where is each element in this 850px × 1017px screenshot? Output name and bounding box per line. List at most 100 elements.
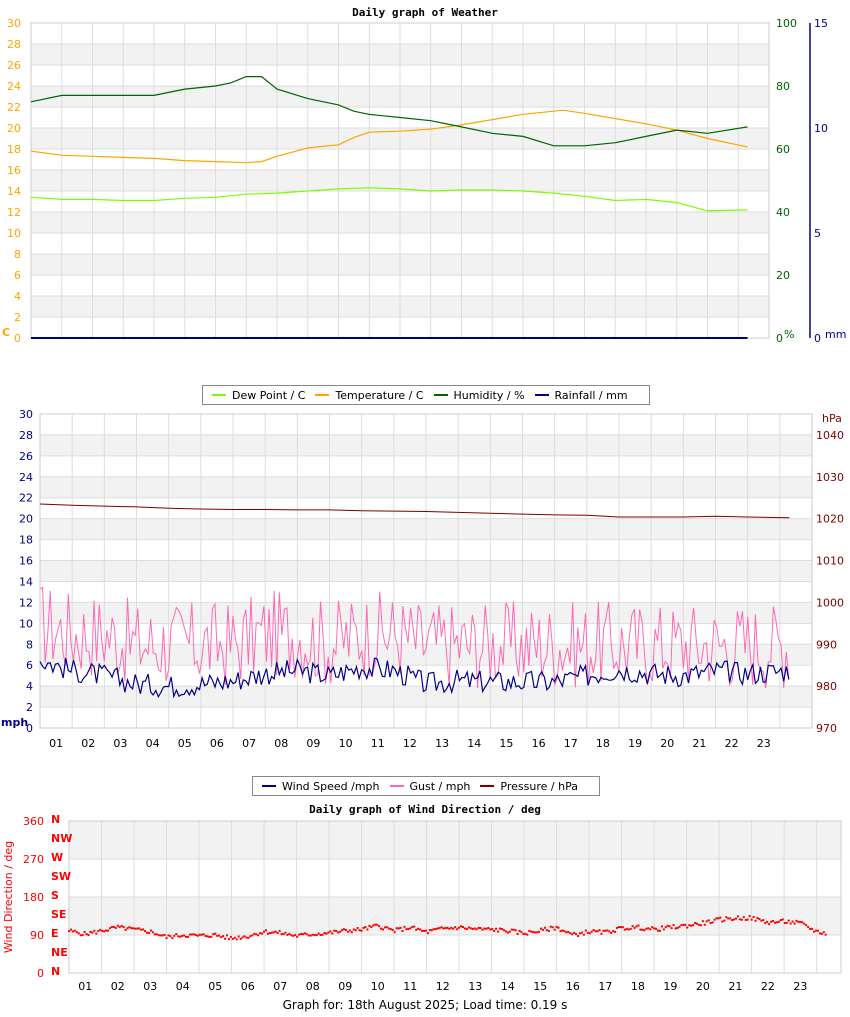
- direction-point: [690, 924, 693, 927]
- direction-point: [134, 927, 137, 930]
- direction-point: [380, 927, 383, 930]
- wind-legend-item: Wind Speed /mph: [262, 780, 380, 793]
- direction-point: [243, 935, 246, 938]
- direction-point: [705, 920, 708, 923]
- direction-point: [580, 931, 583, 934]
- weather-legend-label: Humidity / %: [453, 388, 525, 402]
- weather-legend-item: Humidity / %: [433, 388, 525, 402]
- direction-point: [169, 935, 172, 938]
- direction-point: [619, 926, 622, 929]
- wind-y-right-tick: 1010: [816, 555, 844, 568]
- direction-point: [276, 932, 279, 935]
- direction-point: [565, 931, 568, 934]
- direction-point: [116, 924, 119, 927]
- direction-point: [153, 933, 156, 936]
- direction-point: [235, 938, 238, 941]
- direction-point: [674, 927, 677, 930]
- direction-point: [586, 931, 589, 934]
- direction-point: [352, 928, 355, 931]
- direction-point: [329, 930, 332, 933]
- direction-point: [709, 922, 712, 925]
- direction-point: [317, 932, 320, 935]
- wind-x-tick: 06: [210, 737, 224, 750]
- direction-point: [249, 935, 252, 938]
- weather-legend: Dew Point / C Temperature / C Humidity / %…: [202, 385, 650, 405]
- wind-series-gust: [39, 586, 790, 689]
- direction-point: [670, 927, 673, 930]
- weather-y-left-tick: 0: [14, 332, 21, 345]
- direction-point: [809, 927, 812, 930]
- direction-band: [69, 897, 841, 935]
- direction-point: [434, 928, 437, 931]
- direction-point: [346, 930, 349, 933]
- wind-legend-item: Gust / mph: [389, 780, 470, 793]
- direction-point: [146, 931, 149, 934]
- direction-point: [179, 935, 182, 938]
- direction-point: [598, 929, 601, 932]
- direction-y-tick: 0: [37, 967, 44, 980]
- wind-x-tick: 12: [403, 737, 417, 750]
- direction-point: [385, 926, 388, 929]
- direction-point: [522, 933, 525, 936]
- direction-point: [699, 924, 702, 927]
- direction-point: [186, 935, 189, 938]
- wind-y-left-tick: 14: [19, 575, 33, 588]
- direction-point: [569, 932, 572, 935]
- wind-x-tick: 20: [660, 737, 674, 750]
- direction-point: [122, 926, 125, 929]
- direction-point: [756, 916, 759, 919]
- direction-point: [436, 927, 439, 930]
- direction-point: [641, 928, 644, 931]
- direction-point: [668, 925, 671, 928]
- direction-compass-label: SW: [51, 870, 71, 883]
- direction-point: [787, 919, 790, 922]
- direction-point: [358, 929, 361, 932]
- direction-point: [138, 927, 141, 930]
- direction-point: [512, 928, 515, 931]
- direction-point: [397, 927, 400, 930]
- direction-point: [342, 928, 345, 931]
- direction-point: [159, 934, 162, 937]
- direction-point: [183, 934, 186, 937]
- direction-compass-label: NW: [51, 832, 72, 845]
- direction-point: [777, 920, 780, 923]
- direction-point: [744, 918, 747, 921]
- direction-point: [208, 935, 211, 938]
- direction-point: [717, 917, 720, 920]
- weather-legend-label: Dew Point / C: [232, 388, 306, 402]
- direction-point: [746, 918, 749, 921]
- direction-point: [463, 927, 466, 930]
- wind-y-left-unit: mph: [1, 716, 28, 729]
- direction-point: [421, 929, 424, 932]
- wind-y-left-tick: 30: [19, 408, 33, 421]
- weather-series-temperature: [30, 109, 748, 164]
- direction-x-tick: 14: [501, 980, 515, 993]
- direction-point: [175, 932, 178, 935]
- direction-x-tick: 21: [728, 980, 742, 993]
- direction-point: [582, 933, 585, 936]
- direction-point: [561, 929, 564, 932]
- direction-point: [520, 931, 523, 934]
- direction-point: [577, 935, 580, 938]
- weather-y-right-tick: 0: [776, 332, 783, 345]
- direction-point: [103, 930, 106, 933]
- direction-point: [374, 923, 377, 926]
- weather-legend-swatch: [433, 394, 448, 396]
- direction-point: [450, 926, 453, 929]
- direction-point: [417, 927, 420, 930]
- direction-point: [816, 929, 819, 932]
- direction-x-tick: 15: [533, 980, 547, 993]
- direction-point: [635, 925, 638, 928]
- direction-point: [288, 932, 291, 935]
- direction-band: [69, 821, 841, 859]
- wind-x-tick: 11: [371, 737, 385, 750]
- weather-legend-swatch: [212, 394, 226, 396]
- direction-point: [460, 925, 463, 928]
- wind-legend-swatch: [389, 785, 404, 787]
- direction-point: [430, 929, 433, 932]
- direction-point: [532, 931, 535, 934]
- wind-direction-chart: 01 02 03 04 05 06 07 08 09 10 11 12 13 14 15 16 17 18 19 20…: [2, 803, 842, 993]
- wind-x-tick: 04: [146, 737, 160, 750]
- direction-point: [255, 933, 258, 936]
- direction-point: [409, 927, 412, 930]
